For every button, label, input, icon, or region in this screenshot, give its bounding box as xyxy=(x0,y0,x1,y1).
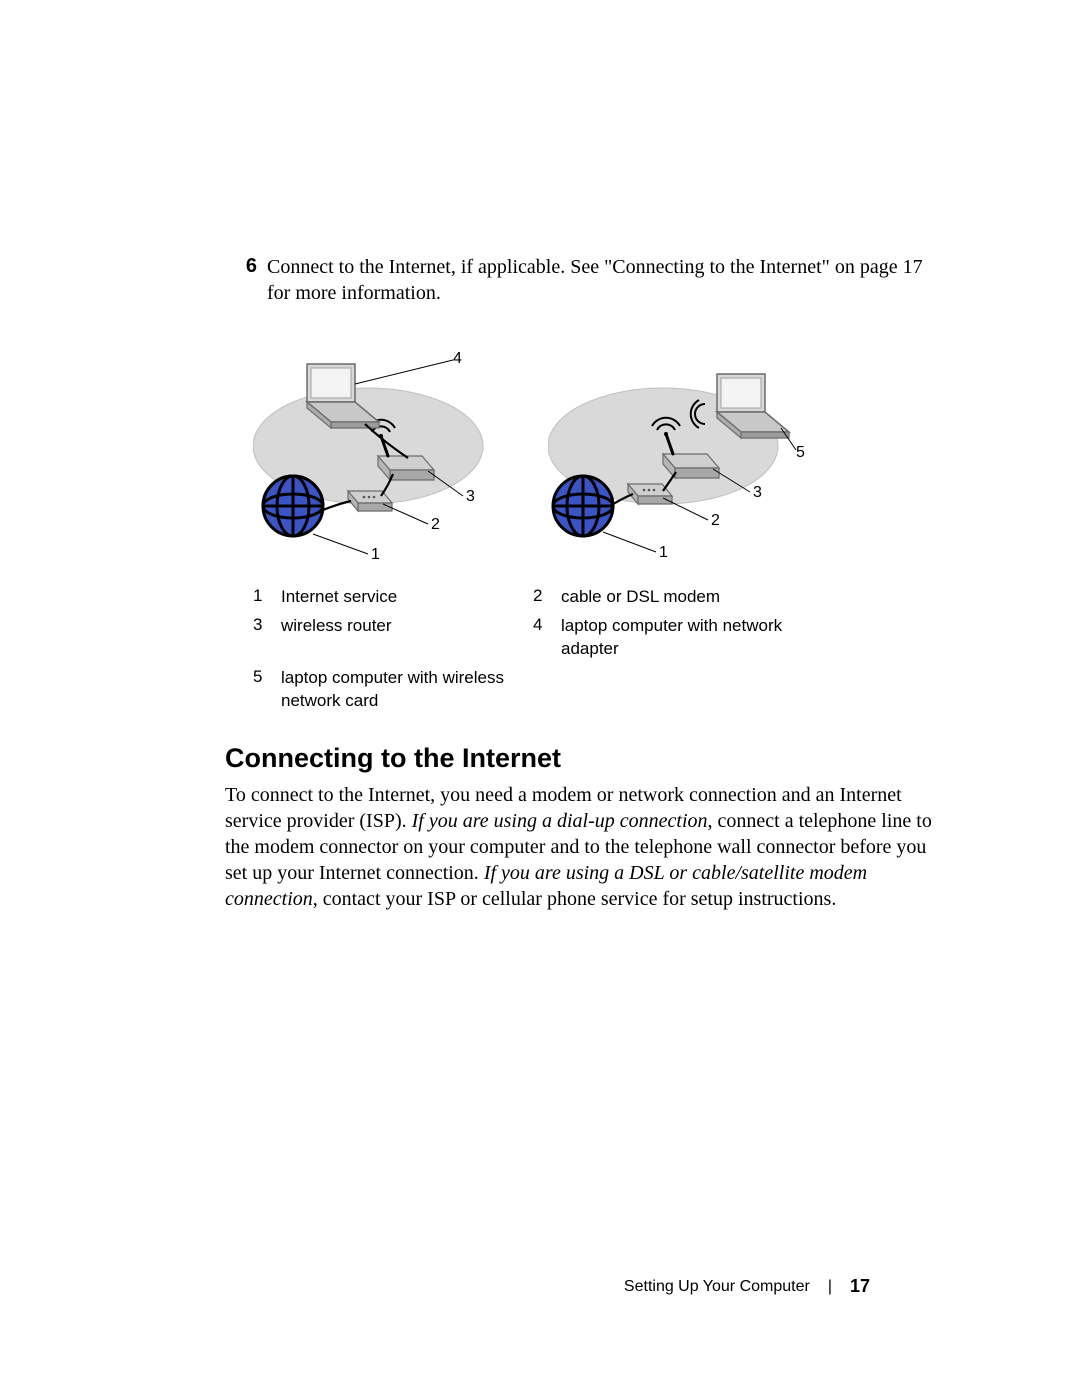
para-italic-1: If you are using a dial-up connection xyxy=(412,810,708,832)
step-number: 6 xyxy=(225,255,257,278)
footer-section: Setting Up Your Computer xyxy=(624,1278,810,1296)
body-paragraph: To connect to the Internet, you need a m… xyxy=(225,782,950,912)
para-span-3: , contact your ISP or cellular phone ser… xyxy=(313,888,837,910)
callout-1: 1 xyxy=(371,546,380,564)
legend-text-2: cable or DSL modem xyxy=(561,586,720,609)
legend-text-3: wireless router xyxy=(281,615,392,638)
callout-3: 3 xyxy=(466,488,475,506)
legend-text-5: laptop computer with wireless network ca… xyxy=(281,667,533,713)
section-heading: Connecting to the Internet xyxy=(225,743,950,774)
diagram-wireless-svg xyxy=(548,346,808,566)
legend-num-1: 1 xyxy=(253,586,281,606)
legend-num-5: 5 xyxy=(253,667,281,687)
callout-5: 5 xyxy=(796,444,805,462)
legend-num-4: 4 xyxy=(533,615,561,635)
footer-separator: | xyxy=(828,1278,832,1296)
legend-num-3: 3 xyxy=(253,615,281,635)
callout-4: 4 xyxy=(453,350,462,368)
legend-text-1: Internet service xyxy=(281,586,397,609)
diagram-wireless: 5 3 2 1 xyxy=(548,346,808,566)
network-diagrams: 4 3 2 1 xyxy=(253,346,950,566)
callout-3b: 3 xyxy=(753,484,762,502)
step-6: 6 Connect to the Internet, if applicable… xyxy=(225,255,950,306)
diagram-wired: 4 3 2 1 xyxy=(253,346,513,566)
legend-num-2: 2 xyxy=(533,586,561,606)
step-text: Connect to the Internet, if applicable. … xyxy=(267,255,950,306)
legend-text-4: laptop computer with network adapter xyxy=(561,615,833,661)
diagram-wired-svg xyxy=(253,346,513,566)
callout-1b: 1 xyxy=(659,544,668,562)
callout-2b: 2 xyxy=(711,512,720,530)
document-page: 6 Connect to the Internet, if applicable… xyxy=(0,0,1080,1397)
diagram-legend: 1 Internet service 2 cable or DSL modem … xyxy=(253,586,950,713)
page-footer: Setting Up Your Computer | 17 xyxy=(624,1276,870,1297)
footer-page-number: 17 xyxy=(850,1276,870,1297)
callout-2: 2 xyxy=(431,516,440,534)
